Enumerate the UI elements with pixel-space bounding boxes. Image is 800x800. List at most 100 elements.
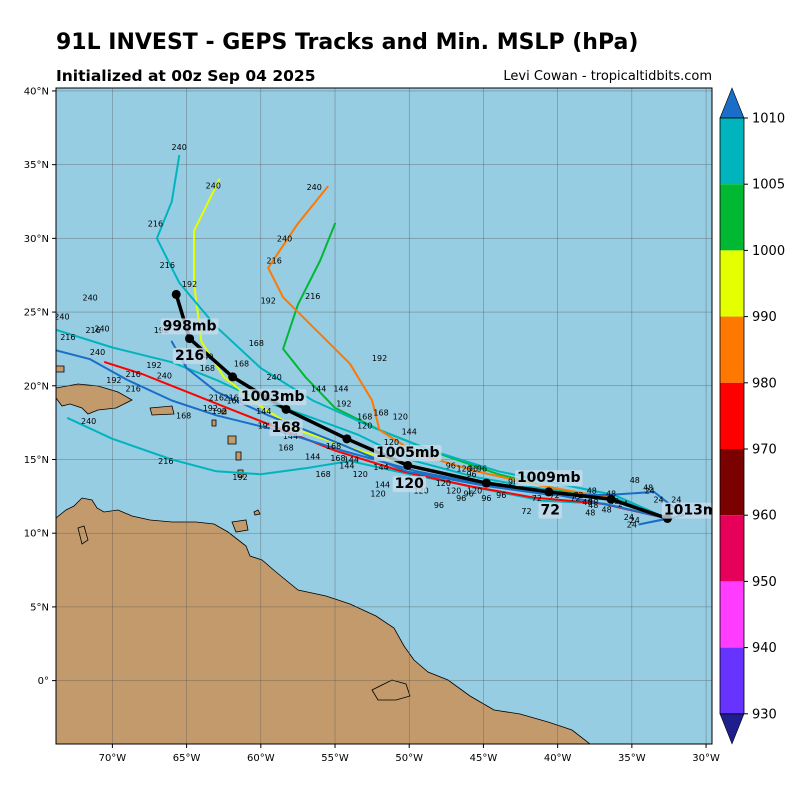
member-hour-label: 24: [624, 513, 634, 522]
member-hour-label: 216: [60, 333, 75, 342]
colorbar-bin: [720, 184, 744, 251]
member-hour-label: 144: [256, 407, 271, 416]
colorbar-bin: [720, 250, 744, 317]
member-hour-label: 168: [249, 339, 264, 348]
member-hour-label: 240: [267, 373, 282, 382]
mean-pressure-label: 1013mb: [664, 503, 728, 519]
mean-pressure-label-background: [160, 318, 219, 335]
map-frame: [55, 87, 713, 745]
member-hour-label: 192: [372, 354, 387, 363]
land-caribbean-islands: [56, 365, 244, 478]
member-hour-label: 120: [384, 438, 399, 447]
member-hour-label: 24: [671, 495, 681, 504]
member-hour-label: 120: [357, 422, 372, 431]
colorbar-bin: [720, 316, 744, 383]
member-hour-label: 216: [267, 256, 282, 265]
colorbar-label: 1005: [752, 178, 785, 193]
colorbar-label: 960: [752, 509, 777, 524]
member-hour-label: 216: [160, 261, 175, 270]
member-hour-label: 240: [81, 417, 96, 426]
member-hour-label: 24: [653, 495, 663, 504]
member-hour-label: 192: [106, 376, 121, 385]
mean-pressure-label-background: [661, 502, 712, 519]
land-marajo: [371, 679, 411, 701]
member-hour-label: 240: [206, 181, 221, 190]
lon-tick-label: 50°W: [395, 753, 423, 764]
member-hour-label: 192: [146, 361, 161, 370]
mean-pressure-label-background: [373, 445, 442, 462]
member-hour-label: 24: [630, 516, 640, 525]
member-hour-label: 48: [643, 483, 653, 492]
colorbar-frame: [719, 117, 745, 715]
land-tobago: [253, 509, 261, 516]
land-maracaibo: [77, 525, 89, 545]
mean-pressure-label-group: 998mb: [160, 318, 219, 335]
map-subtitle: Initialized at 00z Sep 04 2025: [56, 67, 316, 85]
member-hour-label: 120: [370, 489, 385, 498]
member-hour-label: 48: [630, 476, 640, 485]
mean-hour-label-group: 168: [269, 420, 303, 437]
mean-pressure-label-background: [514, 470, 583, 487]
member-hour-label: 144: [339, 461, 354, 470]
member-hour-label: 216: [209, 394, 224, 403]
member-hour-label: 192: [232, 473, 247, 482]
colorbar-label: 990: [752, 310, 777, 325]
mean-track-point: [185, 334, 195, 344]
member-hour-label: 168: [278, 444, 293, 453]
member-hour-label: 168: [200, 364, 215, 373]
colorbar-label: 950: [752, 575, 777, 590]
map-credit: Levi Cowan - tropicaltidbits.com: [503, 69, 712, 84]
lat-tick-label: 35°N: [24, 160, 49, 171]
member-hour-label: 120: [467, 486, 482, 495]
member-hour-label: 168: [330, 454, 345, 463]
member-hour-label: 24: [645, 486, 655, 495]
member-hour-label: 144: [373, 463, 388, 472]
member-hour-label: 96: [434, 501, 444, 510]
member-hour-label: 216: [85, 326, 100, 335]
lat-tick-label: 5°N: [30, 602, 49, 613]
land-jamaica: [56, 365, 65, 373]
member-hour-label: 96: [477, 464, 487, 473]
land-small-islands-5: [221, 409, 227, 415]
member-hour-label: 240: [90, 348, 105, 357]
mean-hour-label-background: [172, 347, 207, 364]
mean-pressure-label-group: 1009mb: [514, 470, 583, 487]
member-hour-label: 144: [375, 481, 390, 490]
member-hour-label: 144: [344, 455, 359, 464]
member-hour-label: 168: [226, 397, 241, 406]
colorbar-bin: [720, 449, 744, 516]
mean-pressure-label: 998mb: [163, 318, 217, 334]
member-hour-label: 96: [496, 491, 506, 500]
member-hour-label: 144: [311, 385, 326, 394]
lat-tick-label: 10°N: [24, 529, 49, 540]
member-track-1: [56, 328, 669, 520]
member-hour-label: 144: [283, 432, 298, 441]
lat-tick-label: 20°N: [24, 381, 49, 392]
mean-track-point: [281, 404, 291, 414]
lon-tick-label: 60°W: [247, 753, 275, 764]
colorbar-bin: [720, 118, 744, 185]
lon-tick-label: 45°W: [470, 753, 498, 764]
member-hour-label: 144: [333, 385, 348, 394]
member-hour-label: 48: [588, 501, 598, 510]
member-hour-label: 48: [587, 486, 597, 495]
member-hour-label: 216: [305, 292, 320, 301]
member-hour-label: 24: [627, 520, 637, 529]
member-hour-label: 48: [588, 495, 598, 504]
member-hour-label: 96: [508, 478, 518, 487]
member-hour-label: 240: [82, 293, 97, 302]
member-hour-label: 72: [521, 507, 531, 516]
member-hour-label: 144: [402, 427, 417, 436]
lat-tick-label: 25°N: [24, 308, 49, 319]
lat-lon-grid: [56, 88, 712, 744]
member-hour-label: 120: [446, 486, 461, 495]
lat-tick-label: 0°: [38, 676, 49, 687]
member-hour-label: 192: [182, 280, 197, 289]
mean-hour-label-group: 72: [538, 502, 562, 519]
land-small-islands-3: [235, 451, 242, 461]
member-hour-label: 96: [464, 489, 474, 498]
mean-hour-label: 120: [395, 476, 424, 492]
